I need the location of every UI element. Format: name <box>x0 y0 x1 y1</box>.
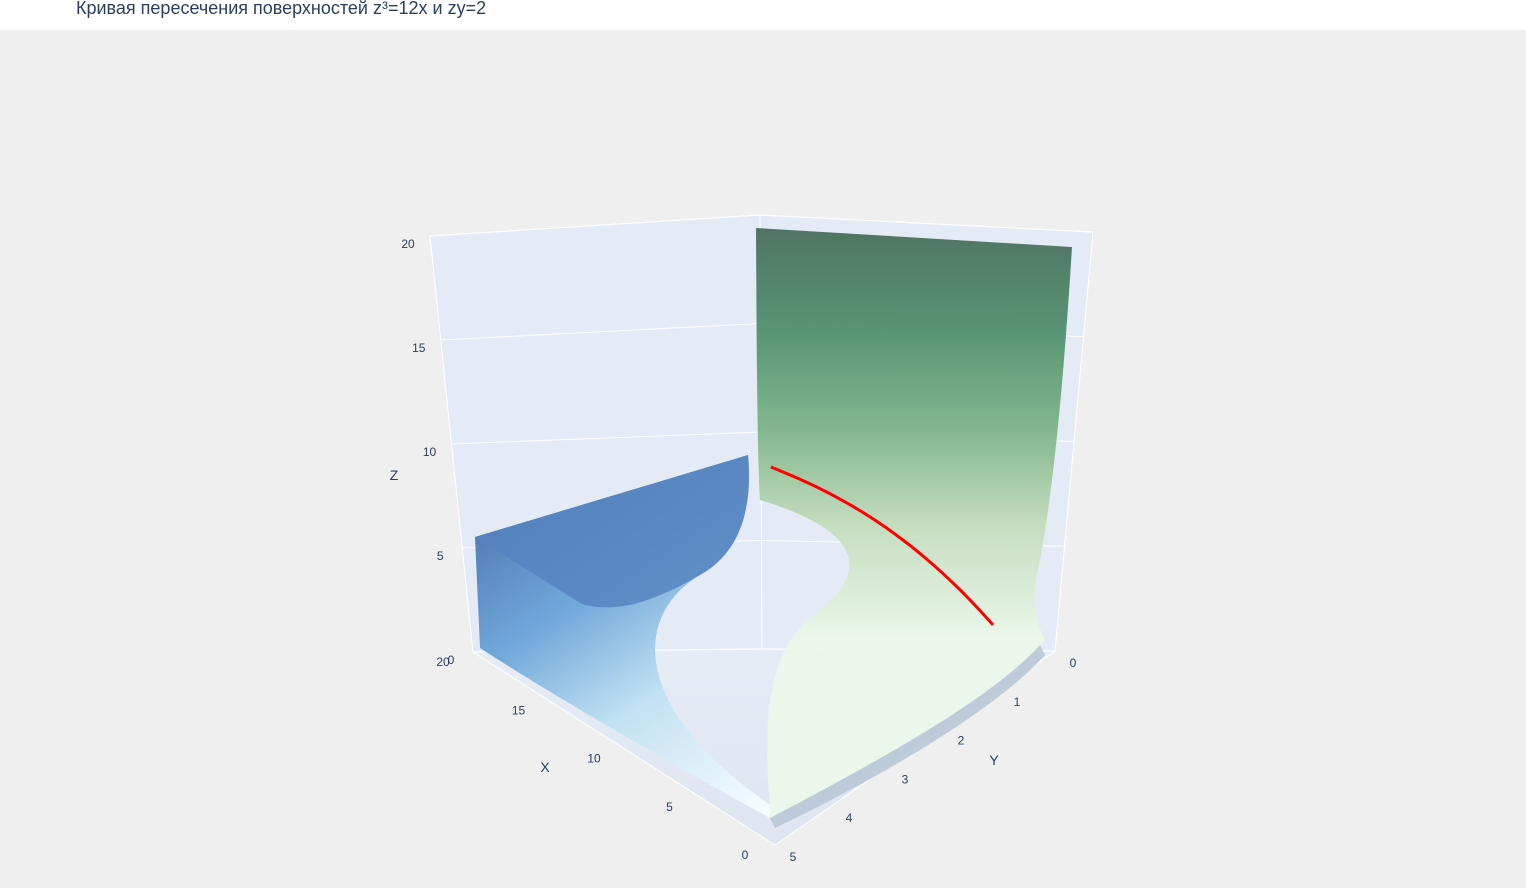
x-tick-label: 10 <box>587 752 601 766</box>
y-tick-label: 5 <box>790 850 797 864</box>
x-tick-label: 0 <box>742 848 749 862</box>
surface-zy2-underside <box>770 645 1045 828</box>
title-bar: Кривая пересечения поверхностей z³=12x и… <box>0 0 1526 30</box>
chart-title: Кривая пересечения поверхностей z³=12x и… <box>76 0 487 18</box>
intersection-curve-line <box>770 465 995 626</box>
z-tick-label: 0 <box>448 653 455 667</box>
surface-zy2 <box>756 228 1072 818</box>
z-tick-label: 20 <box>401 237 415 251</box>
y-tick-label: 1 <box>1014 695 1021 709</box>
z-tick-label: 5 <box>437 549 444 563</box>
x-tick-label: 20 <box>436 655 450 669</box>
intersection-curve <box>770 465 995 626</box>
y-axis-title: Y <box>989 752 999 768</box>
surface-z3-12x-edge <box>475 455 749 608</box>
y-tick-label: 4 <box>846 811 853 825</box>
z-tick-label: 10 <box>423 445 437 459</box>
y-tick-label: 3 <box>902 772 909 786</box>
x-tick-label: 5 <box>666 800 673 814</box>
y-tick-label: 0 <box>1070 656 1077 670</box>
x-tick-label: 15 <box>512 703 526 717</box>
z-tick-label: 15 <box>412 341 426 355</box>
x-axis-title: X <box>540 759 550 775</box>
z-axis-title: Z <box>390 467 399 483</box>
y-tick-label: 2 <box>958 734 965 748</box>
plot-area[interactable]: 0 5 10 15 20 0 5 10 15 20 0 1 2 3 4 5 X Y Z <box>0 30 1526 888</box>
surfaces <box>475 228 1072 828</box>
